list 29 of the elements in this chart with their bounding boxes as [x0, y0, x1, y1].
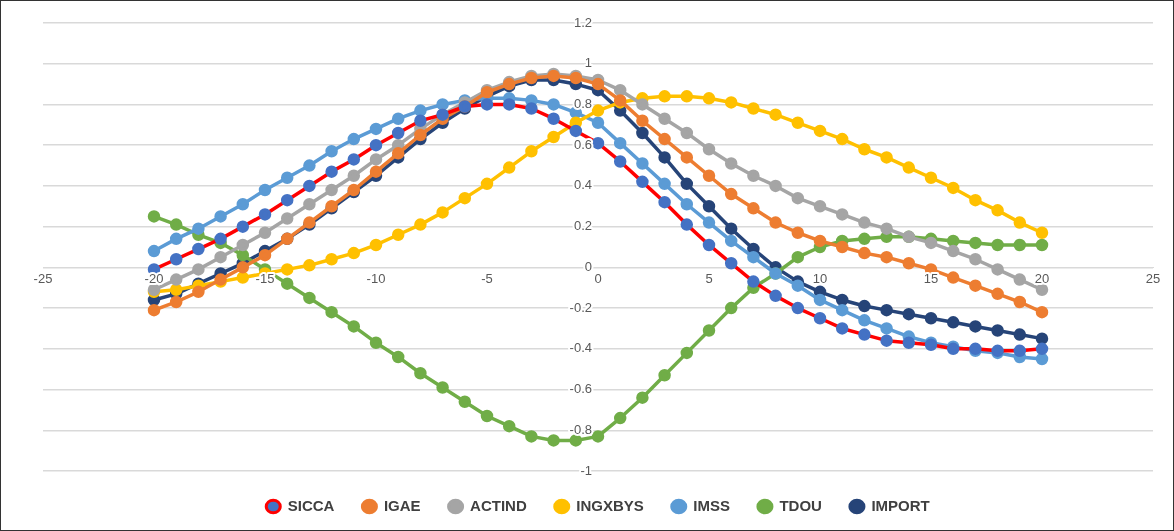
- legend-label: IMSS: [693, 496, 730, 514]
- x-tick-label: -10: [366, 271, 386, 287]
- y-tick-label: 0.8: [573, 96, 592, 112]
- legend-label: IGAE: [383, 496, 421, 514]
- x-tick-label: 15: [923, 271, 939, 287]
- legend-label: SICCA: [287, 496, 335, 514]
- y-tick-label: 1.2: [573, 14, 592, 30]
- legend-label: TDOU: [779, 496, 822, 514]
- y-tick-label: 1: [584, 55, 592, 71]
- legend-label: INGXBYS: [576, 496, 644, 514]
- x-tick-label: -5: [481, 271, 493, 287]
- x-tick-label: 10: [812, 271, 828, 287]
- x-tick-label: -20: [144, 271, 164, 287]
- x-tick-label: 0: [594, 271, 602, 287]
- y-tick-label: 0.4: [573, 177, 592, 193]
- x-tick-label: 5: [705, 271, 713, 287]
- y-tick-label: 0.6: [573, 136, 592, 152]
- y-tick-label: 0: [584, 258, 592, 274]
- y-tick-label: -0.2: [569, 299, 592, 315]
- x-tick-label: 25: [1145, 271, 1161, 287]
- legend-label: ACTIND: [470, 496, 527, 514]
- y-tick-label: -0.4: [569, 340, 592, 356]
- y-tick-label: -0.6: [569, 381, 592, 397]
- legend-label: IMPORT: [871, 496, 930, 514]
- y-tick-label: 0.2: [573, 218, 592, 234]
- x-tick-label: 20: [1034, 271, 1050, 287]
- y-tick-label: -1: [580, 462, 592, 478]
- x-tick-label: -25: [33, 271, 53, 287]
- y-tick-label: -0.8: [569, 421, 592, 437]
